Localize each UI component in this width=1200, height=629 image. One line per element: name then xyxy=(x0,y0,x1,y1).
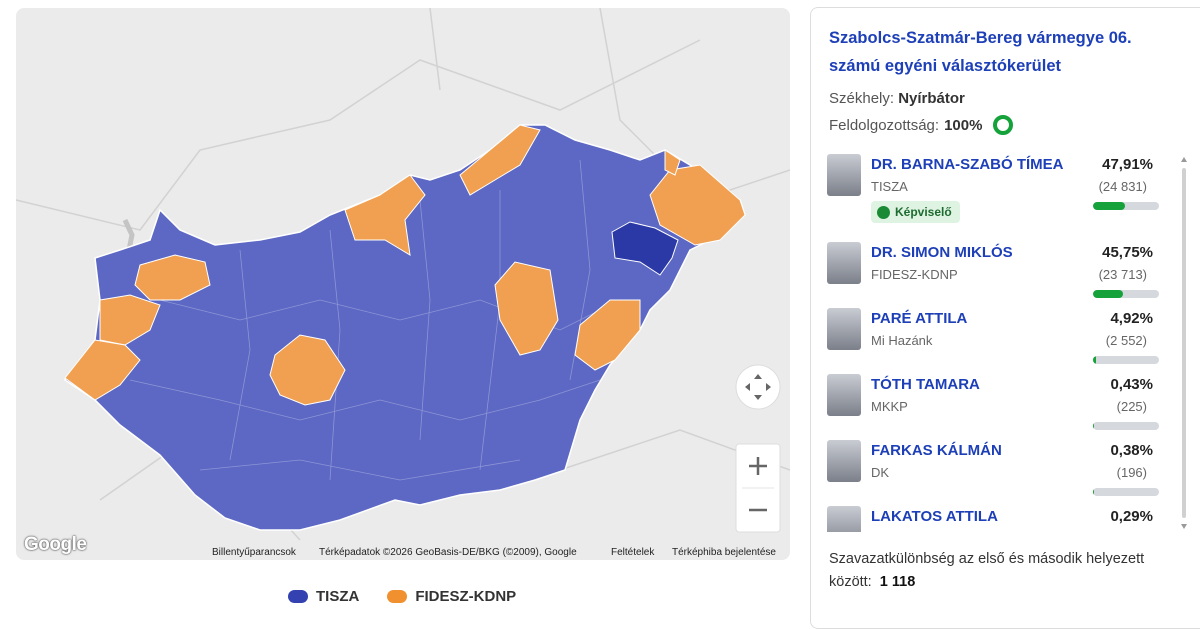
processed: Feldolgozottság: 100% xyxy=(829,115,1013,135)
seat: Székhely: Nyírbátor xyxy=(829,90,965,107)
candidate-name[interactable]: TÓTH TAMARA xyxy=(871,376,980,393)
candidate-name[interactable]: PARÉ ATTILA xyxy=(871,310,967,327)
share-bar xyxy=(1093,290,1123,298)
candidate-percent: 0,38% xyxy=(1110,442,1153,459)
attribution-terms[interactable]: Feltételek xyxy=(611,547,654,558)
legend-label: TISZA xyxy=(316,588,359,605)
district-title: Szabolcs-Szatmár-Bereg vármegye 06. szám… xyxy=(829,24,1179,80)
candidate-votes: (24 831) xyxy=(1099,179,1147,194)
share-bar xyxy=(1093,356,1096,364)
candidate-percent: 47,91% xyxy=(1102,156,1153,173)
legend-label: FIDESZ-KDNP xyxy=(415,588,516,605)
seat-label: Székhely: xyxy=(829,90,894,107)
legend-item: FIDESZ-KDNP xyxy=(387,588,516,605)
scrollbar[interactable] xyxy=(1181,156,1187,530)
candidate-party: DK xyxy=(871,465,889,480)
candidate-party: Mi Hazánk xyxy=(871,333,932,348)
candidate-photo xyxy=(827,440,861,482)
map-layer xyxy=(16,8,790,540)
google-logo[interactable]: Google xyxy=(24,534,86,556)
map[interactable]: Google Billentyűparancsok Térképadatok ©… xyxy=(16,8,790,560)
processed-label: Feldolgozottság: xyxy=(829,117,939,134)
check-icon xyxy=(877,206,890,219)
seat-value: Nyírbátor xyxy=(898,90,965,107)
difference-text: Szavazatkülönbség az első és második hel… xyxy=(829,551,1144,590)
elected-badge: Képviselő xyxy=(871,201,960,223)
legend: TISZA FIDESZ-KDNP xyxy=(288,588,516,605)
share-track xyxy=(1093,422,1159,430)
candidate-name[interactable]: DR. BARNA-SZABÓ TÍMEA xyxy=(871,156,1064,173)
candidate-photo xyxy=(827,242,861,284)
candidate-name[interactable]: LAKATOS ATTILA xyxy=(871,508,998,525)
difference: Szavazatkülönbség az első és második hel… xyxy=(829,548,1189,594)
candidate-photo xyxy=(827,308,861,350)
results-panel: Szabolcs-Szatmár-Bereg vármegye 06. szám… xyxy=(810,7,1200,629)
candidate-party: MKKP xyxy=(871,399,908,414)
candidate-percent: 0,43% xyxy=(1110,376,1153,393)
candidate-percent: 0,29% xyxy=(1110,508,1153,525)
legend-item: TISZA xyxy=(288,588,359,605)
share-track xyxy=(1093,356,1159,364)
candidate-photo xyxy=(827,374,861,416)
attribution-report[interactable]: Térképhiba bejelentése xyxy=(672,547,776,558)
attribution-keyboard[interactable]: Billentyűparancsok xyxy=(212,547,296,558)
share-bar xyxy=(1093,202,1125,210)
share-track xyxy=(1093,290,1159,298)
elected-label: Képviselő xyxy=(895,205,952,219)
candidate-name[interactable]: FARKAS KÁLMÁN xyxy=(871,442,1002,459)
processed-ring xyxy=(993,115,1013,135)
candidate-votes: (23 713) xyxy=(1099,267,1147,282)
candidate-party: FIDESZ-KDNP xyxy=(871,267,958,282)
fullscreen-button[interactable] xyxy=(736,365,780,409)
candidate-name[interactable]: DR. SIMON MIKLÓS xyxy=(871,244,1013,261)
legend-swatch xyxy=(288,590,308,603)
legend-swatch xyxy=(387,590,407,603)
candidate-percent: 45,75% xyxy=(1102,244,1153,261)
map-canvas xyxy=(16,8,790,560)
candidate-percent: 4,92% xyxy=(1110,310,1153,327)
candidate-votes: (2 552) xyxy=(1106,333,1147,348)
map-controls xyxy=(736,365,780,532)
attribution-data: Térképadatok ©2026 GeoBasis-DE/BKG (©200… xyxy=(319,547,577,558)
processed-value: 100% xyxy=(944,117,982,134)
page: Google Billentyűparancsok Térképadatok ©… xyxy=(0,0,1200,614)
candidate-photo xyxy=(827,506,861,532)
candidate-votes: (225) xyxy=(1117,399,1147,414)
difference-value: 1 118 xyxy=(880,574,916,590)
candidate-list: DR. BARNA-SZABÓ TÍMEA TISZA 47,91% (24 831)… xyxy=(811,148,1181,532)
share-track xyxy=(1093,488,1159,496)
share-track xyxy=(1093,202,1159,210)
candidate-photo xyxy=(827,154,861,196)
candidate-votes: (196) xyxy=(1117,465,1147,480)
candidate-party: TISZA xyxy=(871,179,908,194)
